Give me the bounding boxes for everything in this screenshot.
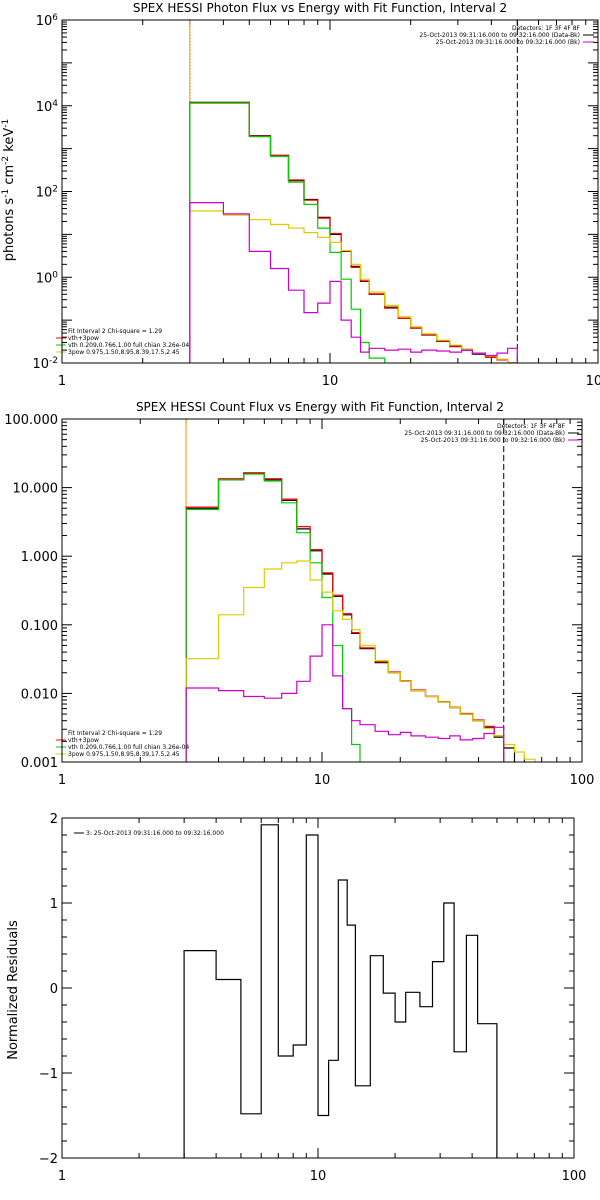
photon-flux-top-legend-label: 25-Oct-2013 09:31:16.000 to 09:32:16.000… <box>436 39 580 46</box>
photon-flux-top-legend-label: 25-Oct-2013 09:31:16.000 to 09:32:16.000… <box>419 32 580 39</box>
count-flux-panel: SPEX HESSI Count Flux vs Energy with Fit… <box>4 400 594 788</box>
photon-flux-y-tick-exponent: 0 <box>52 270 58 280</box>
count-flux-plot-frame <box>61 418 583 763</box>
residuals-series-0-histogram <box>183 824 498 1158</box>
photon-flux-bottom-legend-header: Fit Interval 2 Chi-square = 1.29 <box>68 328 162 335</box>
photon-flux-title: SPEX HESSI Photon Flux vs Energy with Fi… <box>133 1 507 15</box>
photon-flux-y-tick-exponent: 4 <box>52 99 58 109</box>
count-flux-x-tick-label: 10 <box>314 773 331 788</box>
photon-flux-y-tick-exponent: 6 <box>52 13 58 23</box>
photon-flux-bottom-legend-label: vth+3pow <box>68 335 99 342</box>
photon-flux-bottom-legend-label: vth 0.209,0.766,1.00 full chian 3.26e-04 <box>68 342 189 349</box>
residuals-plot-frame <box>61 817 575 1159</box>
count-flux-x-tick-label: 100 <box>570 773 595 788</box>
residuals-y-axis-label: Normalized Residuals <box>6 920 21 1060</box>
residuals-y-tick-label: 0 <box>50 982 58 997</box>
count-flux-bottom-legend-header: Fit Interval 2 Chi-square = 1.29 <box>68 730 162 737</box>
residuals-y-tick-label: 2 <box>50 812 58 827</box>
photon-flux-x-tick-label: 10 <box>322 374 339 389</box>
count-flux-top-legend-label: 25-Oct-2013 09:31:16.000 to 09:32:16.000… <box>421 437 565 444</box>
residuals-y-tick-label: −2 <box>39 1152 58 1167</box>
count-flux-x-tick-label: 1 <box>58 773 66 788</box>
photon-flux-top-legend-header: Detectors: 1F 3F 4F 8F <box>512 25 581 32</box>
count-flux-y-tick-label: 0.010 <box>21 687 58 702</box>
residuals-y-tick-label: 1 <box>50 897 58 912</box>
photon-flux-y-tick-exponent: 2 <box>52 185 58 195</box>
residuals-y-tick-label: −1 <box>39 1067 58 1082</box>
residuals-x-tick-label: 1 <box>58 1169 66 1184</box>
count-flux-top-legend-header: Detectors: 1F 3F 4F 8F <box>497 423 566 430</box>
count-flux-series-4-histogram <box>185 624 505 762</box>
count-flux-title: SPEX HESSI Count Flux vs Energy with Fit… <box>136 400 504 414</box>
photon-flux-y-tick-exponent: -2 <box>49 356 58 366</box>
count-flux-y-tick-label: 1.000 <box>21 550 58 565</box>
photon-flux-x-tick-label: 100 <box>586 374 600 389</box>
photon-flux-series-4-histogram <box>189 202 518 363</box>
count-flux-bottom-legend-label: 3pow 0.975,1.50,8.95,8.39,17.5,2.45 <box>68 751 180 758</box>
count-flux-y-tick-label: 0.100 <box>21 619 58 634</box>
photon-flux-plot-frame <box>61 19 599 364</box>
residuals-x-tick-label: 10 <box>310 1169 327 1184</box>
photon-flux-bottom-legend-label: 3pow 0.975,1.50,8.95,8.39,17.5,2.45 <box>68 349 180 356</box>
count-flux-bottom-legend-label: vth 0.209,0.766,1.00 full chian 3.26e-04 <box>68 744 189 751</box>
count-flux-bottom-legend-label: vth+3pow <box>68 737 99 744</box>
count-flux-y-tick-label: 10.000 <box>13 482 59 497</box>
photon-flux-x-tick-label: 1 <box>58 374 66 389</box>
photon-flux-panel: SPEX HESSI Photon Flux vs Energy with Fi… <box>1 1 600 389</box>
residuals-legend-label: 3: 25-Oct-2013 09:31:16.000 to 09:32:16.… <box>86 830 224 837</box>
photon-flux-y-axis-label: photons s-1 cm-2 keV-1 <box>1 119 17 261</box>
count-flux-series-2-histogram <box>185 473 376 762</box>
count-flux-top-legend-label: 25-Oct-2013 09:31:16.000 to 09:32:16.000… <box>404 430 565 437</box>
residuals-x-tick-label: 100 <box>562 1169 587 1184</box>
count-flux-y-tick-label: 100.000 <box>4 413 58 428</box>
count-flux-series-3-histogram <box>185 560 546 762</box>
count-flux-y-tick-label: 0.001 <box>21 756 58 771</box>
residuals-panel: Normalized Residuals 1 10 100 −2 −1 0 1 2 3: 25… <box>6 812 586 1184</box>
